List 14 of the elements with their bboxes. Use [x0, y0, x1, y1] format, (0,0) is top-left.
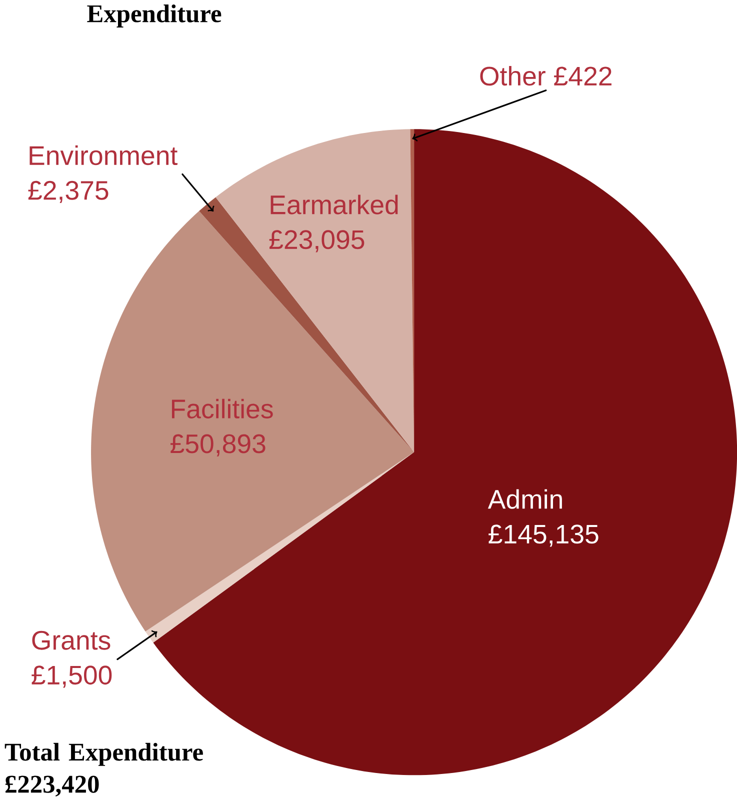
data-label: £422 — [554, 66, 612, 86]
data-label: £2,375 — [28, 180, 108, 204]
slice-label: Admin — [488, 489, 562, 509]
data-label: £145,135 — [488, 524, 598, 547]
data-label: £1,500 — [32, 666, 112, 688]
text: Total Expenditure £223,420 — [4, 742, 203, 797]
slice-label: Grants — [32, 630, 110, 650]
chart-title: Expenditure — [87, 4, 222, 28]
slice-label: Other — [480, 66, 546, 86]
slice-label: Facilities — [172, 398, 273, 418]
data-label: £50,893 — [170, 434, 266, 456]
slice-label: Earmarked — [270, 194, 398, 214]
slice-label: Environment — [30, 145, 178, 166]
data-label: £23,095 — [269, 230, 364, 252]
